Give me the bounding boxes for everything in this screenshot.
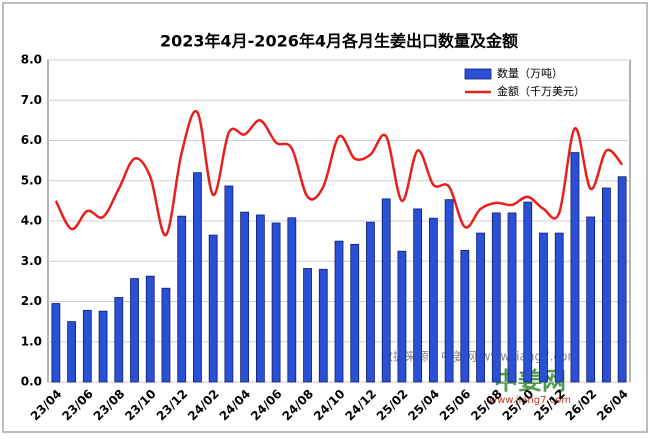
- bar: [145, 275, 155, 383]
- y-tick-label: 5.0: [21, 173, 42, 187]
- bar: [208, 234, 218, 383]
- bar: [224, 185, 234, 383]
- bar: [51, 303, 61, 383]
- logo-url: www.jiang7.com: [489, 395, 571, 406]
- bar: [570, 152, 580, 383]
- bar: [303, 268, 312, 383]
- bar: [350, 243, 360, 383]
- bar: [476, 232, 485, 383]
- bar: [177, 215, 187, 383]
- bar: [98, 310, 108, 383]
- bar: [161, 287, 171, 383]
- bar: [539, 232, 548, 383]
- bar: [82, 309, 92, 383]
- bar: [67, 321, 76, 383]
- chart-title: 2023年4月-2026年4月各月生姜出口数量及金额: [160, 32, 518, 51]
- bar: [523, 201, 533, 383]
- legend-label: 金额（千万美元）: [497, 84, 585, 98]
- bar: [318, 268, 328, 383]
- bar: [413, 208, 423, 383]
- bar: [287, 217, 297, 383]
- bar: [334, 240, 344, 383]
- bar: [240, 211, 250, 383]
- bar: [554, 232, 564, 383]
- line: [54, 109, 624, 237]
- bar: [366, 221, 375, 383]
- y-tick-label: 4.0: [21, 214, 42, 228]
- y-tick-label: 1.0: [21, 334, 42, 348]
- legend-label: 数量（万吨）: [497, 67, 563, 80]
- bar: [130, 278, 139, 383]
- bar: [255, 214, 265, 383]
- y-tick-label: 0.0: [21, 375, 42, 389]
- bar: [428, 217, 438, 383]
- y-tick-label: 7.0: [21, 93, 42, 107]
- bar: [602, 187, 611, 383]
- y-tick-label: 2.0: [21, 294, 42, 308]
- bar: [507, 212, 517, 383]
- bar: [397, 250, 407, 383]
- bar: [444, 199, 454, 383]
- bar: [193, 172, 202, 383]
- y-tick-label: 3.0: [21, 254, 42, 268]
- bar: [491, 212, 501, 383]
- bar: [586, 216, 596, 383]
- bar: [460, 249, 470, 383]
- y-tick-label: 6.0: [21, 133, 42, 147]
- bar: [381, 198, 391, 383]
- bar: [271, 222, 281, 383]
- legend-swatch: [464, 68, 492, 80]
- bar: [114, 297, 124, 383]
- y-tick-label: 8.0: [21, 53, 42, 67]
- bar: [617, 176, 627, 383]
